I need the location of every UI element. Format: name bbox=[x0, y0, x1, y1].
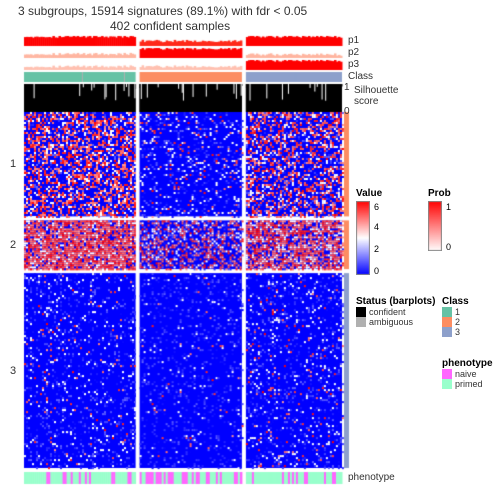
legend-class-2: 2 bbox=[442, 317, 469, 327]
swatch-confident bbox=[356, 307, 366, 317]
p1-label: p1 bbox=[348, 35, 359, 46]
legend-phenotype-primed: primed bbox=[442, 379, 493, 389]
sil-tick-1: 1 bbox=[344, 82, 350, 93]
legend-prob-tick-1: 1 bbox=[446, 202, 451, 212]
legend-class: Class 1 2 3 bbox=[442, 296, 469, 337]
row-group-label-1: 1 bbox=[10, 158, 16, 170]
class-label: Class bbox=[348, 71, 373, 82]
phenotype-label: phenotype bbox=[348, 472, 395, 483]
legend-value-tick-2: 2 bbox=[374, 244, 379, 254]
swatch-primed bbox=[442, 379, 452, 389]
legend-phenotype-naive: naive bbox=[442, 369, 493, 379]
legend-value-tick-4: 4 bbox=[374, 222, 379, 232]
legend-class-title: Class bbox=[442, 296, 469, 307]
p2-label: p2 bbox=[348, 47, 359, 58]
legend-value-gradient bbox=[356, 201, 370, 275]
sil-tick-0: 0 bbox=[344, 106, 350, 117]
legend-prob: Prob 1 0 bbox=[428, 188, 451, 254]
legend-value-title: Value bbox=[356, 188, 382, 199]
swatch-class-1 bbox=[442, 307, 452, 317]
legend-status-ambiguous: ambiguous bbox=[356, 317, 435, 327]
legend-status-title: Status (barplots) bbox=[356, 296, 435, 307]
swatch-naive bbox=[442, 369, 452, 379]
legend-value-tick-6: 6 bbox=[374, 202, 379, 212]
legend-phenotype: phenotype naive primed bbox=[442, 358, 493, 389]
legend-value: Value 6 4 2 0 bbox=[356, 188, 382, 278]
legend-prob-tick-0: 0 bbox=[446, 242, 451, 252]
swatch-ambiguous bbox=[356, 317, 366, 327]
legend-prob-title: Prob bbox=[428, 188, 451, 199]
row-group-label-3: 3 bbox=[10, 365, 16, 377]
swatch-class-3 bbox=[442, 327, 452, 337]
p3-label: p3 bbox=[348, 59, 359, 70]
legend-phenotype-title: phenotype bbox=[442, 358, 493, 369]
row-group-label-2: 2 bbox=[10, 239, 16, 251]
legend-class-3: 3 bbox=[442, 327, 469, 337]
legend-status-confident: confident bbox=[356, 307, 435, 317]
swatch-class-2 bbox=[442, 317, 452, 327]
silhouette-label: Silhouette score bbox=[354, 85, 398, 107]
legend-prob-gradient bbox=[428, 201, 442, 251]
legend-status: Status (barplots) confident ambiguous bbox=[356, 296, 435, 327]
legend-value-tick-0: 0 bbox=[374, 266, 379, 276]
legend-class-1: 1 bbox=[442, 307, 469, 317]
